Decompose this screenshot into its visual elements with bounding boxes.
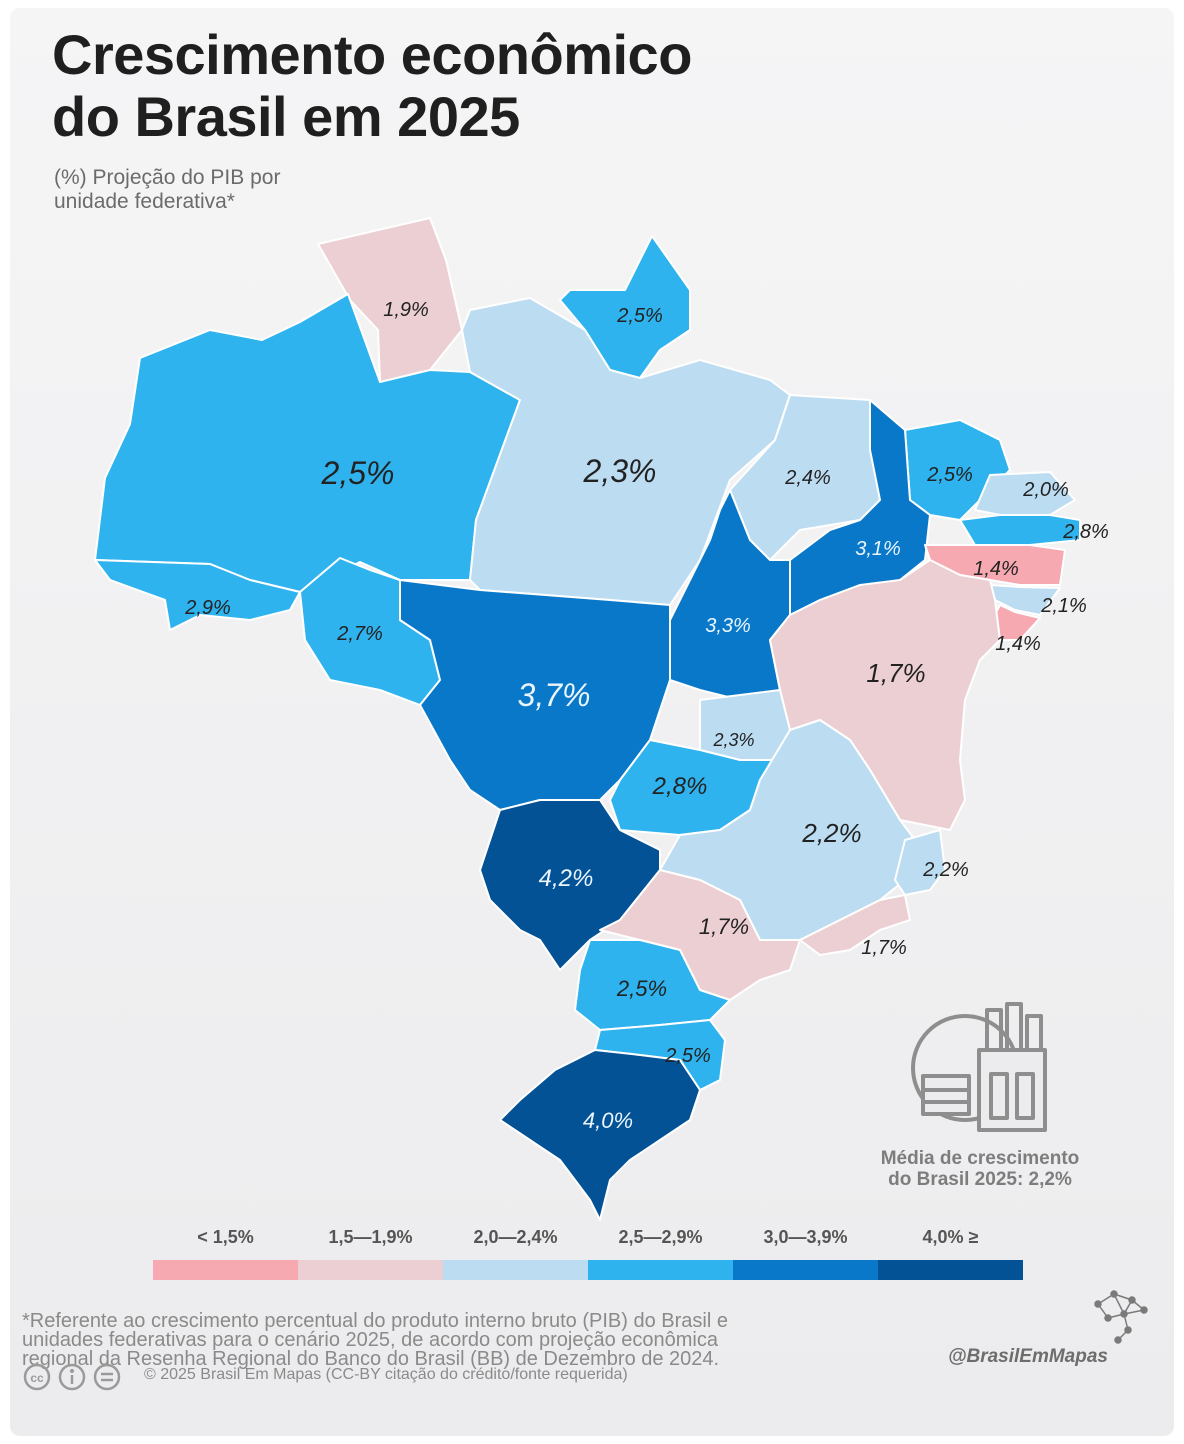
map-label-ma: 2,4% [784,467,831,489]
map-label-mt: 3,7% [518,677,591,713]
map-label-sc: 2,5% [664,1045,711,1067]
subtitle-line-1: (%) Projeção do PIB por [54,166,281,189]
legend-label: < 1,5% [197,1227,254,1247]
state-rio-grande-do-sul[interactable] [499,1049,701,1221]
title-line-2: do Brasil em 2025 [52,85,520,148]
legend-label: 2,5—2,9% [618,1227,703,1247]
title-line-1: Crescimento econômico [52,23,692,86]
legend-item-1-5-to-1-9: 1,5—1,9% [298,1226,443,1280]
svg-text:cc: cc [30,1371,44,1385]
brazil-network-icon [1084,1284,1154,1349]
legend-swatch [588,1260,733,1280]
map-label-df: 2,3% [712,730,754,750]
legend-label: 3,0—3,9% [763,1227,848,1247]
map-label-rj: 1,7% [861,937,907,959]
legend-item-below-1-5: < 1,5% [153,1226,298,1280]
legend-item-4-0-plus: 4,0% ≥ [878,1226,1023,1280]
map-label-ce: 2,5% [926,464,973,486]
national-average: Média de crescimento do Brasil 2025: 2,2… [850,1148,1110,1190]
footnote: *Referente ao crescimento percentual do … [22,1310,902,1370]
legend-label: 1,5—1,9% [328,1227,413,1247]
map-label-rr: 1,9% [383,299,429,321]
legend-swatch [443,1260,588,1280]
map-label-ap: 2,5% [616,305,663,327]
map-label-pr: 2,5% [616,976,667,1001]
footnote-line-2: unidades federativas para o cenário 2025… [22,1329,718,1351]
state-acre[interactable] [94,559,301,631]
state-sao-paulo[interactable] [599,869,801,1001]
map-label-se: 1,4% [995,633,1041,655]
no-derivatives-icon[interactable] [93,1363,121,1391]
map-label-ac: 2,9% [184,597,231,619]
copyright: © 2025 Brasil Em Mapas (CC-BY citação do… [144,1366,628,1383]
map-label-am: 2,5% [321,455,395,491]
state-rio-de-janeiro[interactable] [799,894,911,956]
map-label-mg: 2,2% [801,818,861,848]
brand-handle[interactable]: @BrasilEmMapas [947,1346,1108,1367]
footnote-line-1: *Referente ao crescimento percentual do … [22,1310,728,1332]
legend-swatch [153,1260,298,1280]
map-label-pa: 2,3% [583,453,657,489]
map-label-pb: 2,8% [1062,521,1109,543]
attribution-icon[interactable] [58,1363,86,1391]
subtitle-line-2: unidade federativa* [54,190,235,213]
map-label-to: 3,3% [705,615,751,637]
subtitle: (%) Projeção do PIB por unidade federati… [54,166,474,214]
state-paraiba[interactable] [959,514,1081,546]
legend-label: 4,0% ≥ [922,1227,979,1247]
legend-swatch [733,1260,878,1280]
page-title: Crescimento econômico do Brasil em 2025 [52,24,852,148]
map-label-sp: 1,7% [699,914,749,939]
map-label-ba: 1,7% [866,658,925,688]
legend-item-3-0-to-3-9: 3,0—3,9% [733,1226,878,1280]
legend-swatch [878,1260,1023,1280]
map-label-go: 2,8% [652,773,708,800]
legend-item-2-5-to-2-9: 2,5—2,9% [588,1226,733,1280]
map-label-es: 2,2% [922,859,969,881]
industry-globe-icon [895,990,1055,1140]
average-line-1: Média de crescimento [880,1148,1080,1169]
map-label-pe: 1,4% [973,558,1019,580]
creative-commons-icon[interactable]: cc [23,1363,51,1391]
state-para[interactable] [461,297,791,606]
legend-item-2-0-to-2-4: 2,0—2,4% [443,1226,588,1280]
average-line-2: do Brasil 2025: 2,2% [888,1169,1072,1190]
footnote-line-3: regional da Resenha Regional do Banco do… [22,1348,720,1370]
state-espirito-santo[interactable] [894,829,946,896]
map-label-al: 2,1% [1040,595,1087,617]
map-label-rn: 2,0% [1022,479,1069,501]
map-label-rs: 4,0% [583,1108,633,1133]
legend: < 1,5% 1,5—1,9% 2,0—2,4% 2,5—2,9% 3,0—3,… [153,1226,1023,1280]
map-label-ms: 4,2% [539,865,594,892]
map-label-ro: 2,7% [336,623,383,645]
legend-label: 2,0—2,4% [473,1227,558,1247]
license-row: cc © 2025 Brasil Em Mapas (CC-BY citação… [22,1362,822,1392]
map-label-pi: 3,1% [855,538,901,560]
legend-swatch [298,1260,443,1280]
